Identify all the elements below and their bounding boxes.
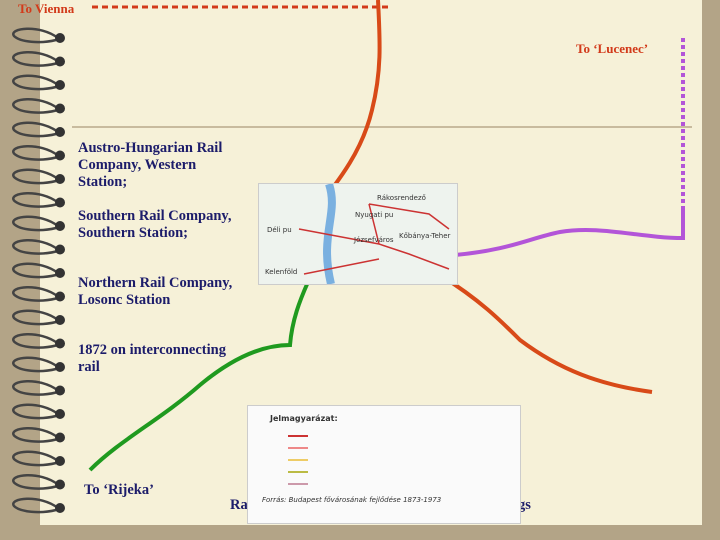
map-label: Déli pu — [267, 226, 292, 234]
ring-hole — [55, 409, 65, 419]
map-label: Kőbánya-Teher — [399, 232, 451, 240]
ring-hole — [55, 315, 65, 325]
ring-hole — [55, 338, 65, 349]
map-label: Rákosrendező — [377, 194, 426, 202]
ring — [12, 403, 59, 420]
legend-title: Jelmagyarázat: — [270, 414, 338, 423]
caption-end: gs — [518, 497, 531, 513]
ring — [12, 168, 59, 185]
map-label: Kelenföld — [265, 268, 298, 276]
map-label: Nyugati pu — [355, 211, 394, 219]
ring — [12, 239, 59, 255]
ring-hole — [55, 385, 65, 396]
ring — [12, 450, 59, 467]
lucenec-label: To ‘Lucenec’ — [576, 41, 649, 56]
map-label: Józsefváros — [354, 236, 394, 244]
map-rails — [298, 203, 450, 275]
rijeka-label: To ‘Rijeka’ — [84, 482, 154, 498]
ring-hole — [55, 291, 65, 302]
map-art — [298, 184, 450, 284]
ring — [12, 333, 59, 349]
ring — [12, 27, 59, 44]
ring — [12, 192, 59, 208]
ring — [12, 497, 59, 514]
ring-hole — [55, 33, 65, 43]
ring-hole — [55, 432, 65, 443]
vienna-label: To Vienna — [18, 1, 75, 16]
ring — [12, 98, 59, 114]
ring-hole — [55, 150, 65, 161]
map-image: Rákosrendező Nyugati pu Déli pu Józsefvá… — [258, 183, 458, 285]
ring — [12, 380, 59, 396]
ring-hole — [55, 174, 65, 184]
ring — [12, 427, 59, 443]
station-text: Northern Rail Company, Losonc Station — [78, 275, 233, 308]
station-text: 1872 on interconnecting rail — [78, 342, 226, 375]
ring-hole — [55, 197, 65, 208]
ring — [12, 356, 59, 373]
spiral-rings — [12, 27, 65, 514]
legend-art — [288, 435, 308, 485]
station-text: Austro-Hungarian Rail Company, Western S… — [78, 140, 223, 190]
legend-source: Forrás: Budapest fővárosának fejlődése 1… — [262, 496, 442, 504]
ring-hole — [55, 221, 65, 231]
legend-image: Jelmagyarázat: Forrás: Budapest fővárosá… — [247, 405, 521, 524]
green-line — [88, 281, 310, 472]
ring-hole — [55, 244, 65, 255]
red-line-east — [438, 273, 653, 394]
purple-line — [454, 210, 685, 257]
ring-hole — [55, 56, 65, 67]
ring-hole — [55, 503, 65, 513]
ring-hole — [55, 103, 65, 114]
ring-hole — [55, 80, 65, 90]
ring — [12, 145, 59, 161]
ring-hole — [55, 479, 65, 490]
ring — [12, 121, 59, 138]
ring-hole — [55, 456, 65, 466]
ring — [12, 262, 59, 279]
ring — [12, 474, 59, 490]
ring — [12, 74, 59, 91]
caption-start: Ra — [230, 497, 248, 513]
ring-hole — [55, 127, 65, 137]
ring — [12, 51, 59, 67]
station-text: Southern Rail Company, Southern Station; — [78, 208, 232, 241]
ring-hole — [55, 268, 65, 278]
ring — [12, 309, 59, 326]
ring-hole — [55, 362, 65, 372]
ring — [12, 215, 59, 232]
ring — [12, 286, 59, 302]
